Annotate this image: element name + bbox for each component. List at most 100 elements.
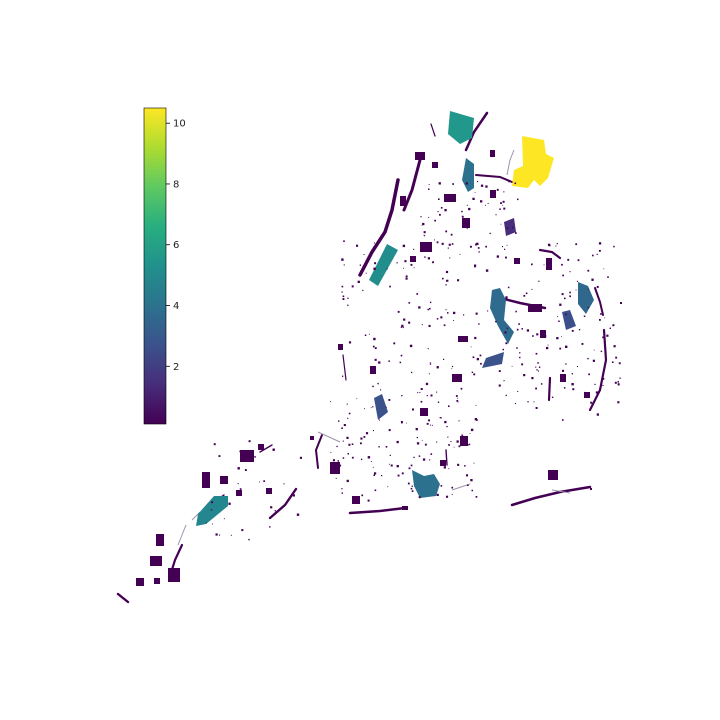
tiny-park: [421, 439, 423, 441]
tiny-park: [455, 395, 458, 397]
tiny-park: [463, 314, 465, 316]
tiny-park: [335, 477, 337, 479]
tiny-park: [447, 436, 449, 438]
tiny-park: [436, 493, 439, 496]
tiny-park: [496, 188, 499, 191]
tiny-park: [450, 441, 452, 443]
tiny-park: [474, 418, 477, 421]
park-central-queens: [490, 288, 514, 344]
tiny-park: [283, 483, 285, 485]
tiny-park: [343, 264, 345, 266]
tiny-park: [543, 264, 545, 266]
tiny-park: [423, 231, 426, 234]
tiny-park: [410, 263, 413, 266]
tiny-park: [523, 294, 526, 297]
tiny-park: [607, 276, 609, 278]
park-south-brooklyn: [374, 394, 388, 420]
tiny-park: [422, 458, 426, 461]
tiny-park: [219, 534, 221, 536]
tiny-park: [614, 381, 617, 384]
tiny-park: [365, 272, 367, 274]
tiny-park: [416, 436, 418, 439]
tiny-park: [429, 301, 432, 304]
tiny-park: [421, 224, 423, 226]
tiny-park: [336, 445, 338, 448]
tiny-park: [437, 401, 440, 403]
tiny-park: [413, 248, 415, 250]
tiny-park: [505, 296, 508, 299]
tiny-park: [422, 411, 425, 414]
tiny-park: [428, 324, 431, 327]
tiny-park: [602, 377, 605, 380]
tiny-park: [613, 245, 615, 248]
tiny-park: [401, 395, 403, 397]
tiny-park: [448, 468, 450, 470]
tiny-park: [546, 346, 549, 350]
tiny-park: [505, 256, 507, 259]
tiny-park: [429, 362, 431, 364]
tiny-park: [451, 486, 454, 489]
tiny-park: [386, 268, 388, 270]
tiny-park: [453, 320, 454, 321]
tiny-park: [420, 400, 423, 403]
tiny-park: [575, 243, 578, 246]
tiny-park: [254, 456, 256, 458]
tiny-park: [343, 240, 345, 242]
tiny-parks-scatter: [206, 180, 621, 541]
tiny-park: [434, 219, 436, 222]
tiny-park: [505, 394, 507, 397]
tiny-park: [444, 209, 447, 212]
tiny-park: [479, 354, 482, 357]
tiny-park: [535, 366, 537, 368]
tiny-park: [402, 326, 404, 329]
tiny-park: [531, 263, 533, 266]
tiny-park: [444, 420, 447, 424]
tiny-park: [456, 400, 459, 402]
tiny-park: [347, 297, 349, 299]
tiny-park: [555, 245, 557, 247]
tiny-park: [480, 362, 482, 365]
tiny-park: [439, 213, 441, 216]
tiny-park: [360, 458, 363, 461]
tiny-park: [538, 280, 540, 282]
tiny-park: [377, 382, 379, 385]
park-features: [196, 111, 594, 526]
tiny-park: [244, 469, 247, 471]
tiny-park: [556, 243, 558, 245]
tiny-park: [401, 472, 404, 475]
tiny-park: [504, 331, 507, 334]
tiny-park: [515, 232, 517, 234]
tiny-park: [478, 251, 480, 253]
tiny-park: [429, 363, 432, 365]
tiny-park: [478, 323, 480, 325]
tiny-park: [338, 420, 340, 422]
tiny-park: [557, 316, 559, 318]
tiny-park: [420, 216, 422, 218]
tiny-park: [296, 513, 300, 516]
tiny-park: [480, 184, 484, 187]
tiny-park: [495, 320, 497, 323]
tiny-park: [569, 291, 571, 294]
tiny-park: [372, 385, 374, 388]
tiny-park: [228, 502, 231, 505]
tiny-park: [499, 208, 501, 210]
tiny-park: [547, 243, 551, 246]
tiny-park: [561, 336, 562, 337]
tiny-park: [439, 417, 441, 419]
tiny-park: [446, 425, 448, 428]
tiny-park: [263, 480, 265, 482]
tiny-park: [591, 278, 594, 281]
tiny-park: [239, 488, 242, 490]
tiny-park: [428, 184, 430, 185]
tiny-park: [598, 249, 601, 252]
tiny-park: [388, 360, 390, 362]
tiny-park: [472, 197, 475, 200]
tiny-park: [341, 488, 343, 490]
tiny-park: [341, 258, 344, 261]
tiny-park: [274, 510, 276, 512]
tiny-park: [495, 214, 497, 216]
tiny-park: [477, 181, 479, 183]
tiny-park: [475, 496, 478, 498]
map: [116, 111, 622, 604]
tiny-park: [584, 391, 585, 393]
